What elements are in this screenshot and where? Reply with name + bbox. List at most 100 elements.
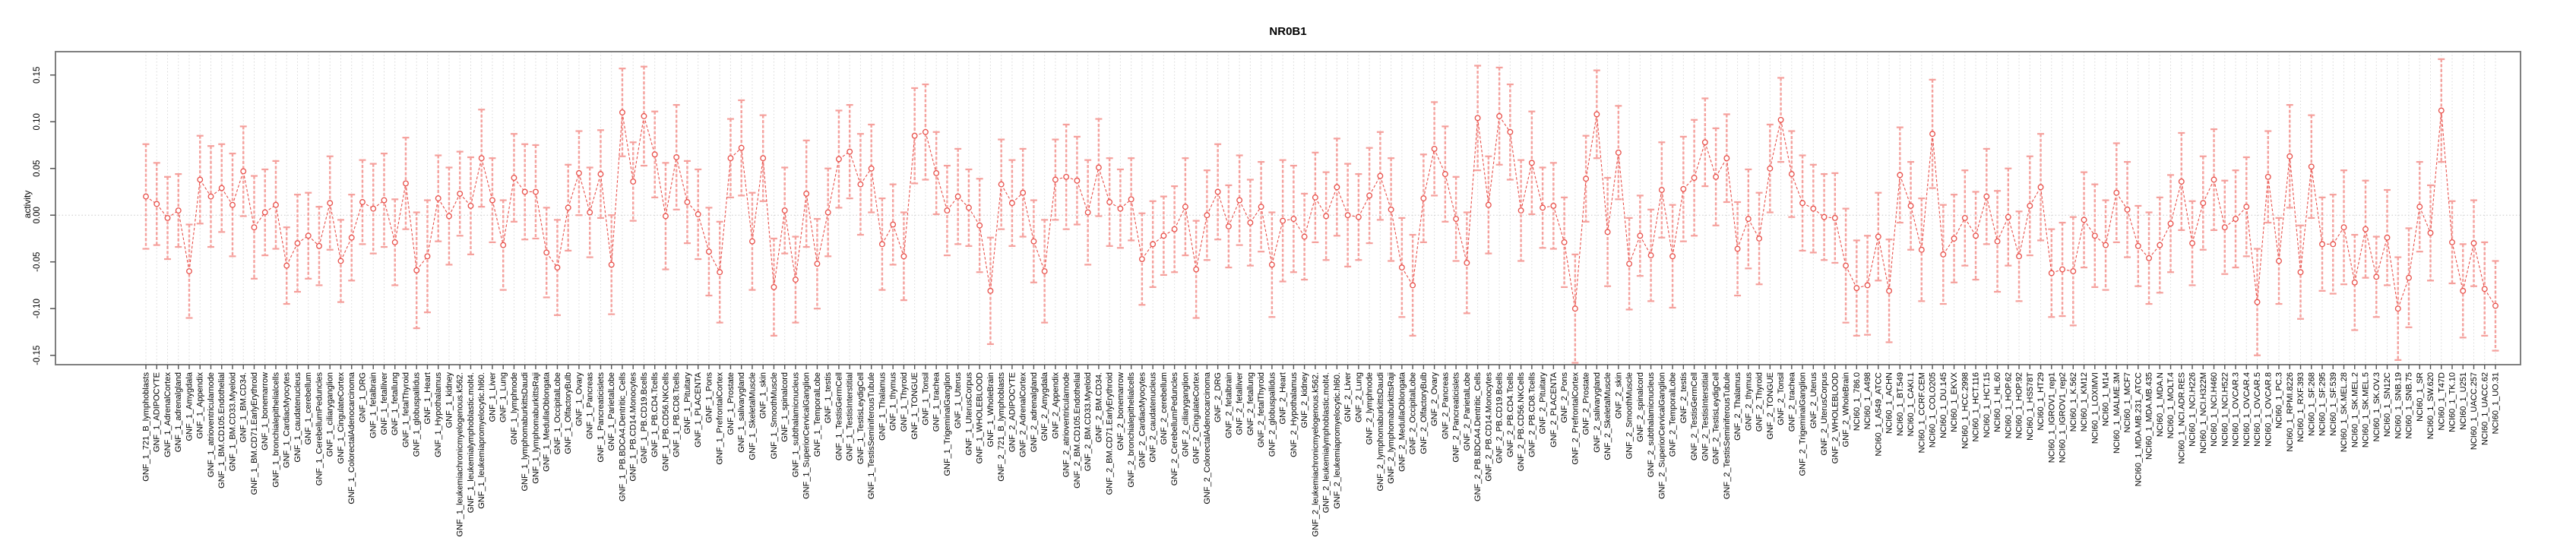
x-axis-label: NCI60_1_SK.MEL.28	[2340, 372, 2349, 452]
x-axis-label: GNF_1_atrioventricularnode	[207, 372, 216, 477]
x-axis-label: NCI60_1_EKVX	[1950, 372, 1959, 432]
svg-text:-0.15: -0.15	[33, 346, 42, 365]
x-axis-label: NCI60_1_U251	[2459, 372, 2468, 430]
x-axis-label: GNF_1_trachea	[932, 372, 941, 432]
x-axis-label: GNF_1_Pancreas	[586, 372, 595, 440]
x-axis-label: GNF_1_fetalliver	[380, 372, 389, 435]
x-axis-label: GNF_2_WholeBrain	[1842, 372, 1851, 447]
x-axis-label: GNF_2_caudatenucleus	[1149, 372, 1158, 463]
x-axis-label: NCI60_1_SK.MEL.2	[2350, 372, 2359, 447]
x-axis-label: GNF_1_TestisSeminiferousTubule	[867, 372, 876, 499]
svg-text:0.15: 0.15	[33, 67, 42, 84]
x-axis-label: NCI60_1_T47D	[2437, 372, 2446, 430]
x-axis-label: GNF_2_PLACENTA	[1549, 372, 1559, 447]
x-axis-label: GNF_2_ADIPOCYTE	[1008, 372, 1017, 452]
x-axis-label: NCI60_1_MDA.N	[2156, 372, 2165, 437]
x-axis-label: NCI60_1_SF.268	[2307, 372, 2316, 436]
x-axis-label: GNF_1_PB.CD14.Monocytes	[629, 372, 638, 482]
x-axis-label: NCI60_1_UO.31	[2492, 372, 2501, 434]
x-axis-label: NCI60_1_MALME.3M	[2112, 372, 2122, 454]
svg-text:-0.10: -0.10	[33, 299, 42, 318]
x-axis-label: GNF_2_Pituitary	[1539, 372, 1548, 435]
x-axis-label: GNF_1_fetalThyroid	[401, 372, 410, 447]
x-axis-label: GNF_1_TrigeminalGanglion	[943, 372, 952, 476]
x-axis-label: GNF_1_leukemiachronicmyelogenous.k562.	[456, 372, 465, 536]
x-axis-label: GNF_2_leukemiachronicmyelogenous.k562.	[1311, 372, 1320, 536]
x-axis-label: GNF_2_globuspallidus	[1267, 372, 1277, 457]
x-axis-label: NCI60_1_SNB.75	[2405, 372, 2414, 438]
x-axis-label: GNF_2_kidney	[1300, 372, 1309, 428]
x-axis-label: GNF_2_TestisLeydigCell	[1712, 372, 1721, 464]
x-axis-label: GNF_2_DRG	[1214, 372, 1223, 422]
x-axis-label: GNF_2_Thyroid	[1755, 372, 1764, 432]
x-axis-label: GNF_1_PLACENTA	[694, 372, 703, 447]
x-axis-label: GNF_1_thymus	[889, 372, 898, 432]
x-axis-label: NCI60_1_NCI.H226	[2188, 372, 2198, 447]
x-axis-label: GNF_2_Prostate	[1582, 372, 1591, 435]
x-axis-label: GNF_2_BM.CD71.EarlyErythroid	[1106, 372, 1115, 495]
x-axis-label: NCI60_1_SF.295	[2318, 372, 2328, 436]
x-axis-label: NCI60_1_786.0	[1853, 372, 1862, 431]
x-axis-label: GNF_1_lymphomaburkittsRaji	[531, 372, 540, 484]
x-axis-label: GNF_2_CardiacMyocytes	[1138, 372, 1147, 468]
x-axis-label: NCI60_1_TK.10	[2448, 372, 2457, 432]
x-axis-label: GNF_1_TestisLeydigCell	[856, 372, 866, 464]
x-axis-label: GNF_2_Appendix	[1051, 372, 1060, 439]
x-axis-label: NCI60_1_CCRF.CEM	[1917, 372, 1926, 453]
x-axis-label: NCI60_1_MOLT.4	[2166, 372, 2176, 438]
x-axis-label: GNF_2_BM.CD33.Myeloid	[1084, 372, 1093, 471]
x-axis-label: GNF_2_ciliaryganglion	[1181, 372, 1190, 457]
x-axis-label: GNF_2_Liver	[1343, 372, 1353, 422]
x-axis-label: GNF_1_OlfactoryBulb	[564, 372, 573, 454]
x-axis-label: GNF_1_Pancreaticislets	[597, 372, 606, 463]
x-axis-label: NCI60_1_MCF7	[2123, 372, 2132, 432]
x-axis-label: GNF_1_Liver	[488, 372, 497, 422]
x-axis-label: GNF_2_Thalamus	[1733, 372, 1742, 441]
x-axis-label: GNF_1_PB.CD19.Bcells	[640, 372, 649, 463]
x-axis-label: NCI60_1_IGROV1_rep1	[2047, 372, 2056, 463]
x-axis-label: GNF_2_PB.BDCA4.Dentritic_Cells	[1473, 372, 1483, 501]
x-axis-label: GNF_1_TONGUE	[910, 372, 919, 439]
x-axis-label: GNF_2_testis	[1679, 372, 1688, 424]
x-axis-label: GNF_2_SuperiorCervicalGanglion	[1657, 372, 1666, 499]
x-axis-label: GNF_1_Thalamus	[878, 372, 887, 441]
x-axis-label: NCI60_1_HCC.2998	[1960, 372, 1970, 449]
x-axis-label: GNF_1_SmoothMuscle	[770, 372, 779, 459]
x-axis-label: GNF_1_WHOLEBLOOD	[976, 372, 985, 463]
x-axis-label: NCI60_1_PC.3	[2275, 372, 2284, 428]
x-axis-label: GNF_1_Tonsil	[921, 372, 930, 425]
x-axis-label: GNF_1_TestisInterstitial	[846, 372, 855, 461]
x-axis-label: GNF_1_Pons	[704, 372, 714, 423]
x-axis-label: GNF_1_skin	[759, 372, 768, 419]
x-axis-label: NCI60_1_ACHN	[1885, 372, 1894, 434]
x-axis-label: NCI60_1_RXF.393	[2296, 372, 2305, 442]
x-axis-label: GNF_2_TestisGermCell	[1690, 372, 1699, 460]
x-axis-label: GNF_1_SkeletalMuscle	[748, 372, 757, 460]
x-axis-label: GNF_2_Ovary	[1430, 372, 1439, 426]
x-axis-label: GNF_1_721_B_lymphoblasts	[142, 372, 151, 482]
x-axis-label: NCI60_1_CAKI.1	[1907, 372, 1916, 436]
x-axis-label: GNF_2_WHOLEBLOOD	[1831, 372, 1840, 463]
x-axis-label: NCI60_1_M14	[2102, 372, 2111, 426]
svg-text:0.05: 0.05	[33, 160, 42, 177]
x-axis-label: GNF_1_PB.CD4.Tcells	[650, 372, 660, 457]
x-axis-label: GNF_2_MedullaOblongata	[1397, 372, 1407, 472]
x-axis-label: GNF_2_lymphomaburkittsRaji	[1387, 372, 1396, 484]
x-axis-label: GNF_1_testis	[824, 372, 833, 424]
x-axis-label: NCI60_1_DU.145	[1939, 372, 1948, 438]
x-axis-label: GNF_1_Pituitary	[683, 372, 692, 435]
x-axis-label: GNF_1_caudatenucleus	[293, 372, 302, 463]
x-axis-label: GNF_1_PrefrontalCortex	[716, 372, 725, 465]
x-axis-label: GNF_1_cerebellum	[304, 372, 313, 444]
x-axis-label: NCI60_1_SK.MEL.5	[2362, 372, 2371, 447]
x-axis-label: NCI60_1_K.562	[2069, 372, 2078, 432]
x-axis-label: GNF_1_Uterus	[954, 372, 963, 428]
x-axis-label: GNF_1_kidney	[445, 372, 454, 428]
x-axis-label: GNF_2_skin	[1614, 372, 1623, 419]
x-axis-label: GNF_1_AdrenalCortex	[163, 372, 172, 457]
x-axis-label: GNF_2_Heart	[1279, 372, 1288, 424]
x-axis-label: GNF_1_fetalbrain	[369, 372, 378, 438]
x-axis-label: GNF_2_ParietalLobe	[1463, 372, 1472, 451]
x-axis-label: GNF_1_Heart	[423, 372, 432, 424]
